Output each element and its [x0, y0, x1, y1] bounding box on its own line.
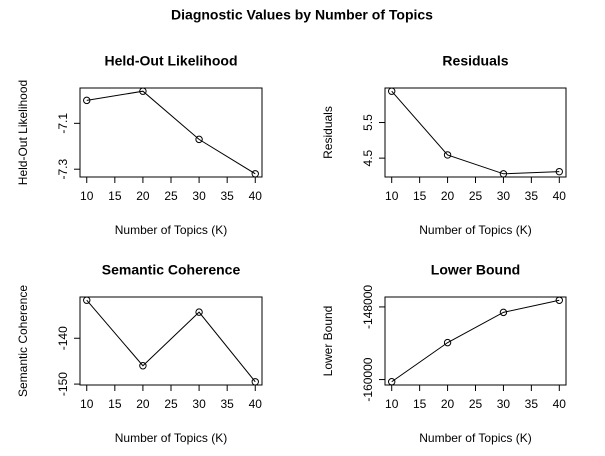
x-tick-label: 15 — [108, 397, 122, 411]
y-axis-label: Lower Bound — [321, 306, 335, 377]
point — [555, 167, 563, 176]
x-tick-label: 15 — [108, 189, 122, 203]
x-tick-label: 25 — [164, 189, 178, 203]
x-tick-label: 40 — [553, 189, 567, 203]
figure-title: Diagnostic Values by Number of Topics — [171, 7, 433, 23]
point — [388, 378, 396, 386]
x-tick-label: 40 — [249, 397, 263, 411]
y-tick-label: -160000 — [361, 357, 375, 401]
x-tick-label: 20 — [136, 189, 150, 203]
x-tick-label: 30 — [497, 397, 511, 411]
y-axis-label: Held-Out Likelihood — [16, 80, 30, 185]
panel-title: Semantic Coherence — [102, 262, 241, 278]
x-tick-label: 35 — [220, 397, 234, 411]
x-tick-label: 10 — [80, 189, 94, 203]
panel-title: Lower Bound — [431, 262, 520, 278]
point — [139, 87, 147, 95]
point — [499, 170, 508, 178]
x-tick-label: 35 — [220, 189, 234, 203]
line — [86, 90, 256, 175]
y-tick-label: -7.1 — [56, 113, 70, 134]
y-tick-label: -148000 — [361, 285, 375, 329]
point — [195, 308, 203, 316]
y-tick-label: 5.5 — [361, 114, 375, 131]
line — [86, 299, 256, 383]
x-tick-label: 20 — [136, 397, 150, 411]
point — [251, 170, 259, 178]
point — [499, 308, 508, 317]
y-tick-label: -7.3 — [56, 159, 70, 180]
x-axis-label: Number of Topics (K) — [115, 431, 227, 445]
panel-title: Residuals — [442, 53, 508, 69]
plot-box — [79, 296, 263, 386]
x-axis-label: Number of Topics (K) — [115, 223, 227, 237]
x-tick-label: 20 — [441, 397, 455, 411]
x-tick-label: 30 — [192, 397, 206, 411]
x-tick-label: 25 — [164, 397, 178, 411]
x-tick-label: 15 — [413, 189, 427, 203]
x-tick-label: 30 — [497, 189, 511, 203]
x-axis-label: Number of Topics (K) — [419, 223, 531, 237]
x-tick-label: 10 — [385, 189, 399, 203]
point — [251, 378, 259, 386]
plot-box — [79, 87, 263, 178]
x-tick-label: 25 — [469, 189, 483, 203]
point — [443, 338, 452, 347]
point — [388, 87, 396, 95]
point — [83, 96, 91, 105]
x-tick-label: 35 — [525, 397, 539, 411]
point — [555, 296, 563, 304]
x-tick-label: 35 — [525, 189, 539, 203]
x-tick-label: 40 — [553, 397, 567, 411]
point — [139, 362, 147, 370]
y-axis-label: Semantic Coherence — [16, 285, 30, 397]
plot-box — [384, 87, 567, 178]
x-tick-label: 25 — [469, 397, 483, 411]
line — [391, 299, 560, 383]
panel-title: Held-Out Likelihood — [105, 53, 238, 69]
point — [195, 135, 203, 144]
x-axis-label: Number of Topics (K) — [419, 431, 531, 445]
line — [391, 90, 560, 175]
point — [83, 296, 91, 304]
x-tick-label: 30 — [192, 189, 206, 203]
x-tick-label: 10 — [385, 397, 399, 411]
y-tick-label: -150 — [56, 372, 70, 396]
point — [443, 151, 452, 159]
x-tick-label: 15 — [413, 397, 427, 411]
x-tick-label: 10 — [80, 397, 94, 411]
plot-box — [384, 296, 567, 386]
y-tick-label: 4.5 — [361, 149, 375, 166]
y-axis-label: Residuals — [321, 106, 335, 159]
x-tick-label: 20 — [441, 189, 455, 203]
y-tick-label: -140 — [56, 326, 70, 350]
x-tick-label: 40 — [249, 189, 263, 203]
